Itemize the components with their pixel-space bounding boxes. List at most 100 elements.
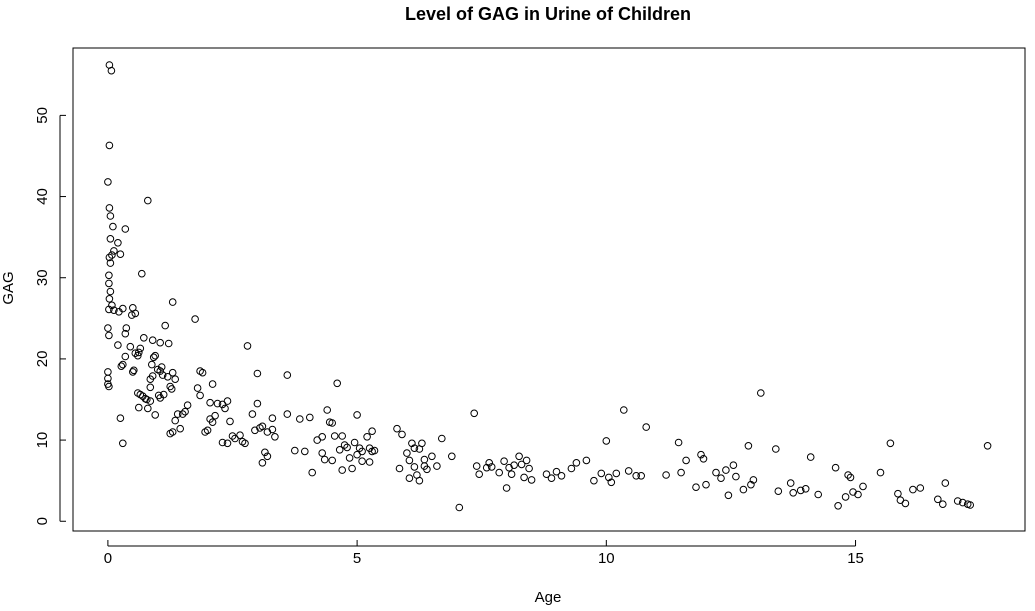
data-point (472, 462, 481, 470)
data-point (692, 483, 700, 492)
data-point (699, 455, 708, 463)
data-point (134, 351, 142, 360)
data-point (682, 456, 690, 465)
data-point (495, 468, 504, 477)
data-point (901, 499, 910, 508)
data-point (358, 447, 366, 456)
data-point (365, 458, 374, 466)
data-point (166, 429, 174, 438)
data-point (149, 353, 158, 362)
data-point (428, 452, 436, 461)
data-point (105, 331, 113, 340)
x-axis: 0 5 10 15 (104, 540, 864, 567)
data-point (158, 371, 167, 379)
data-point (109, 222, 117, 231)
data-point (148, 372, 157, 380)
data-point (148, 336, 157, 345)
data-point (121, 225, 130, 233)
data-point (438, 434, 446, 443)
data-point (500, 457, 508, 466)
data-point (841, 493, 850, 501)
data-points (104, 61, 992, 512)
data-point (164, 339, 173, 348)
data-point (119, 304, 127, 313)
data-point (206, 398, 214, 407)
data-point (749, 476, 758, 484)
x-tick-label: 10 (598, 550, 615, 567)
data-point (744, 442, 753, 450)
data-point (104, 178, 112, 186)
data-point (176, 424, 184, 433)
data-point (181, 407, 189, 416)
data-point (729, 461, 738, 470)
data-point (789, 489, 798, 497)
data-point (104, 374, 112, 383)
y-tick-label: 20 (34, 351, 51, 368)
data-point (301, 447, 309, 456)
data-point (208, 418, 217, 427)
data-point (171, 416, 179, 425)
data-point (105, 382, 113, 391)
data-point (117, 362, 126, 371)
data-point (350, 438, 359, 447)
data-point (258, 459, 267, 467)
data-point (470, 409, 479, 418)
data-point (306, 413, 314, 422)
data-point (106, 287, 115, 296)
data-point (106, 259, 115, 267)
data-point (203, 426, 212, 435)
data-point (151, 411, 159, 419)
data-point (168, 298, 177, 306)
data-point (485, 459, 494, 467)
y-tick-label: 50 (34, 107, 51, 124)
data-point (517, 460, 526, 469)
data-point (108, 251, 116, 259)
data-point (136, 344, 145, 353)
data-point (104, 324, 112, 332)
data-point (196, 391, 204, 400)
data-point (697, 450, 705, 459)
x-tick-label: 15 (847, 550, 864, 567)
data-point (612, 469, 621, 478)
data-point (263, 452, 272, 461)
data-point (894, 489, 902, 498)
data-point (393, 424, 401, 433)
data-point (420, 455, 429, 464)
data-point (522, 456, 531, 465)
data-point (146, 383, 155, 392)
data-point (806, 453, 815, 461)
data-point (163, 373, 172, 381)
data-point (502, 484, 511, 492)
data-point (105, 305, 113, 314)
data-point (343, 443, 351, 452)
data-point (148, 360, 156, 369)
data-point (243, 342, 252, 350)
data-point (221, 404, 229, 413)
y-tick-label: 10 (34, 432, 51, 449)
data-point (854, 490, 862, 499)
data-point (507, 470, 516, 479)
data-point (159, 390, 168, 399)
data-point (131, 349, 140, 358)
data-point (116, 250, 125, 258)
data-point (525, 464, 533, 473)
data-point (121, 352, 130, 361)
data-point (128, 311, 136, 319)
x-axis-label: Age (535, 589, 562, 606)
data-point (291, 446, 299, 455)
data-point (253, 399, 262, 408)
data-point (191, 315, 199, 323)
y-tick-label: 30 (34, 269, 51, 286)
data-point (283, 371, 292, 379)
data-point (135, 348, 143, 357)
data-point (122, 324, 131, 332)
data-point (916, 484, 925, 492)
data-point (607, 478, 616, 487)
data-point (395, 464, 404, 473)
data-point (515, 452, 523, 461)
data-point (831, 463, 840, 472)
data-point (138, 269, 146, 278)
data-point (590, 476, 598, 485)
data-point (983, 442, 992, 450)
data-point (141, 394, 150, 403)
